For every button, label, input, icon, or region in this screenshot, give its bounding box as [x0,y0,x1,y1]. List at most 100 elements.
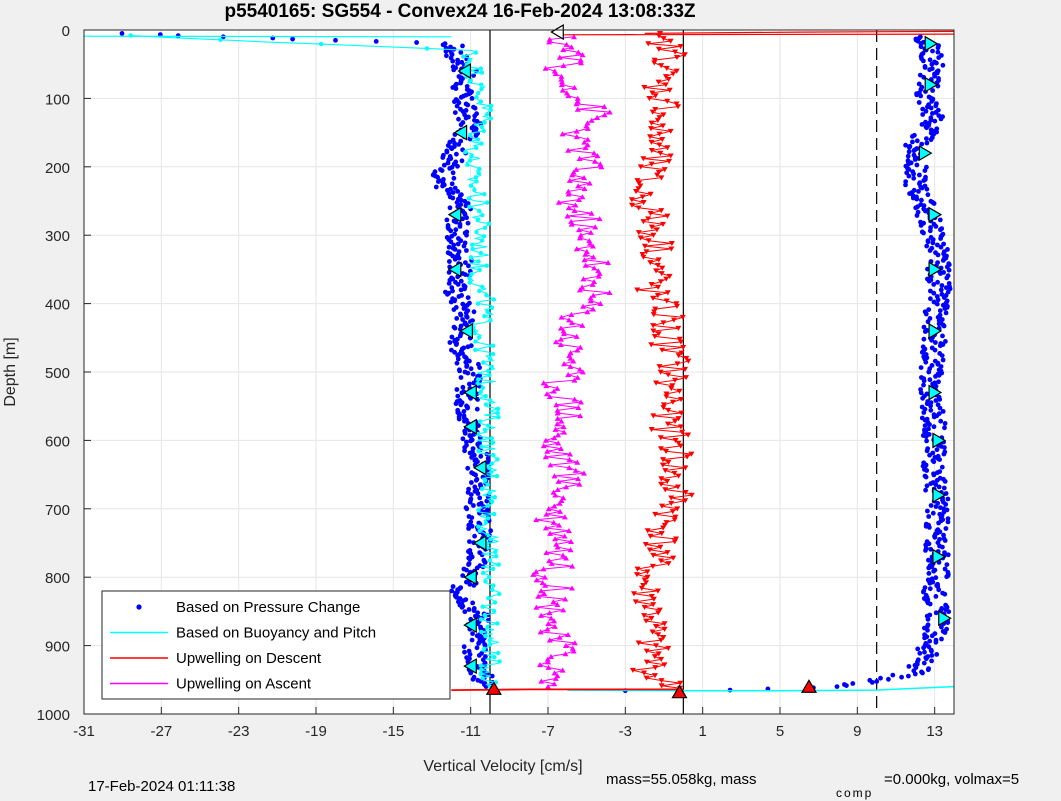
data-point [651,60,658,66]
data-point [497,591,502,597]
data-point [922,635,927,641]
data-point [630,591,637,597]
data-point [554,385,561,391]
legend-swatch [136,604,142,610]
data-point [917,650,923,656]
data-point [566,456,573,462]
data-point [471,503,476,508]
data-point [650,596,657,602]
data-point [489,587,495,592]
data-point [536,662,543,668]
data-point [490,440,496,445]
data-point [472,187,477,193]
data-point [448,228,454,234]
data-point [670,71,677,77]
legend-label: Based on Pressure Change [176,599,360,616]
data-point [458,197,464,203]
data-point [652,624,659,630]
data-point [926,514,932,519]
data-point [652,665,659,671]
data-point [569,172,576,178]
data-point [469,523,475,529]
data-point [584,125,591,131]
data-point [663,448,670,455]
data-point [467,581,473,587]
data-point [493,549,498,555]
data-point [655,46,662,52]
data-point [474,565,480,571]
data-point [451,307,457,312]
data-point [940,409,946,414]
data-point [469,96,475,101]
y-axis-ticks: 0 100 200 300 400 500 600 700 800 900 1000 [37,23,91,724]
data-point [555,199,562,205]
data-point [918,365,924,370]
data-point [576,287,583,293]
data-point [878,675,883,681]
data-point [478,617,484,622]
data-point [933,504,939,509]
data-point [677,339,684,345]
data-point [573,128,580,134]
data-point [565,92,572,99]
series-layer [83,30,955,694]
data-point [937,308,943,314]
data-point [668,246,675,252]
data-point [658,63,665,69]
data-point [492,495,497,500]
data-point [923,119,928,125]
data-point [932,347,938,353]
x-tick-label: -7 [541,723,554,740]
turn-marker [938,610,952,627]
data-point [565,527,572,534]
data-point [492,655,497,660]
turn-marker [918,145,933,162]
data-point [633,189,640,195]
data-point [466,196,472,201]
data-point [455,57,460,63]
data-point [927,452,932,458]
data-point [677,680,684,686]
data-point [462,649,467,655]
data-point [489,469,494,475]
data-point [557,508,564,514]
data-point [450,190,456,195]
data-point [641,577,648,583]
data-point [580,276,587,282]
data-point [653,227,660,233]
data-point [658,481,665,487]
turn-marker [472,534,487,552]
data-point [930,88,935,93]
data-point [931,568,937,574]
data-point [571,207,578,213]
data-point [485,456,491,461]
data-point [467,539,472,544]
turn-marker [447,261,462,278]
data-point [449,233,455,239]
data-point [927,228,933,234]
data-point [488,116,493,121]
data-point [565,205,572,211]
data-point [677,44,684,50]
data-point [645,41,652,47]
y-tick-label: 800 [45,570,70,587]
data-point [494,554,499,559]
data-point [545,659,552,665]
data-point [496,650,501,656]
data-point [492,600,498,605]
data-point [685,358,692,364]
data-point [642,541,649,548]
data-point [658,503,665,509]
data-point [550,519,557,525]
data-point [577,344,584,350]
data-point [940,357,946,363]
data-point [941,241,946,247]
data-point [452,247,458,252]
data-point [464,215,469,221]
data-point [571,84,578,90]
marker-layer [447,24,952,699]
data-point [941,451,947,457]
data-point [475,491,481,496]
data-point [672,514,679,520]
data-point [678,410,685,416]
